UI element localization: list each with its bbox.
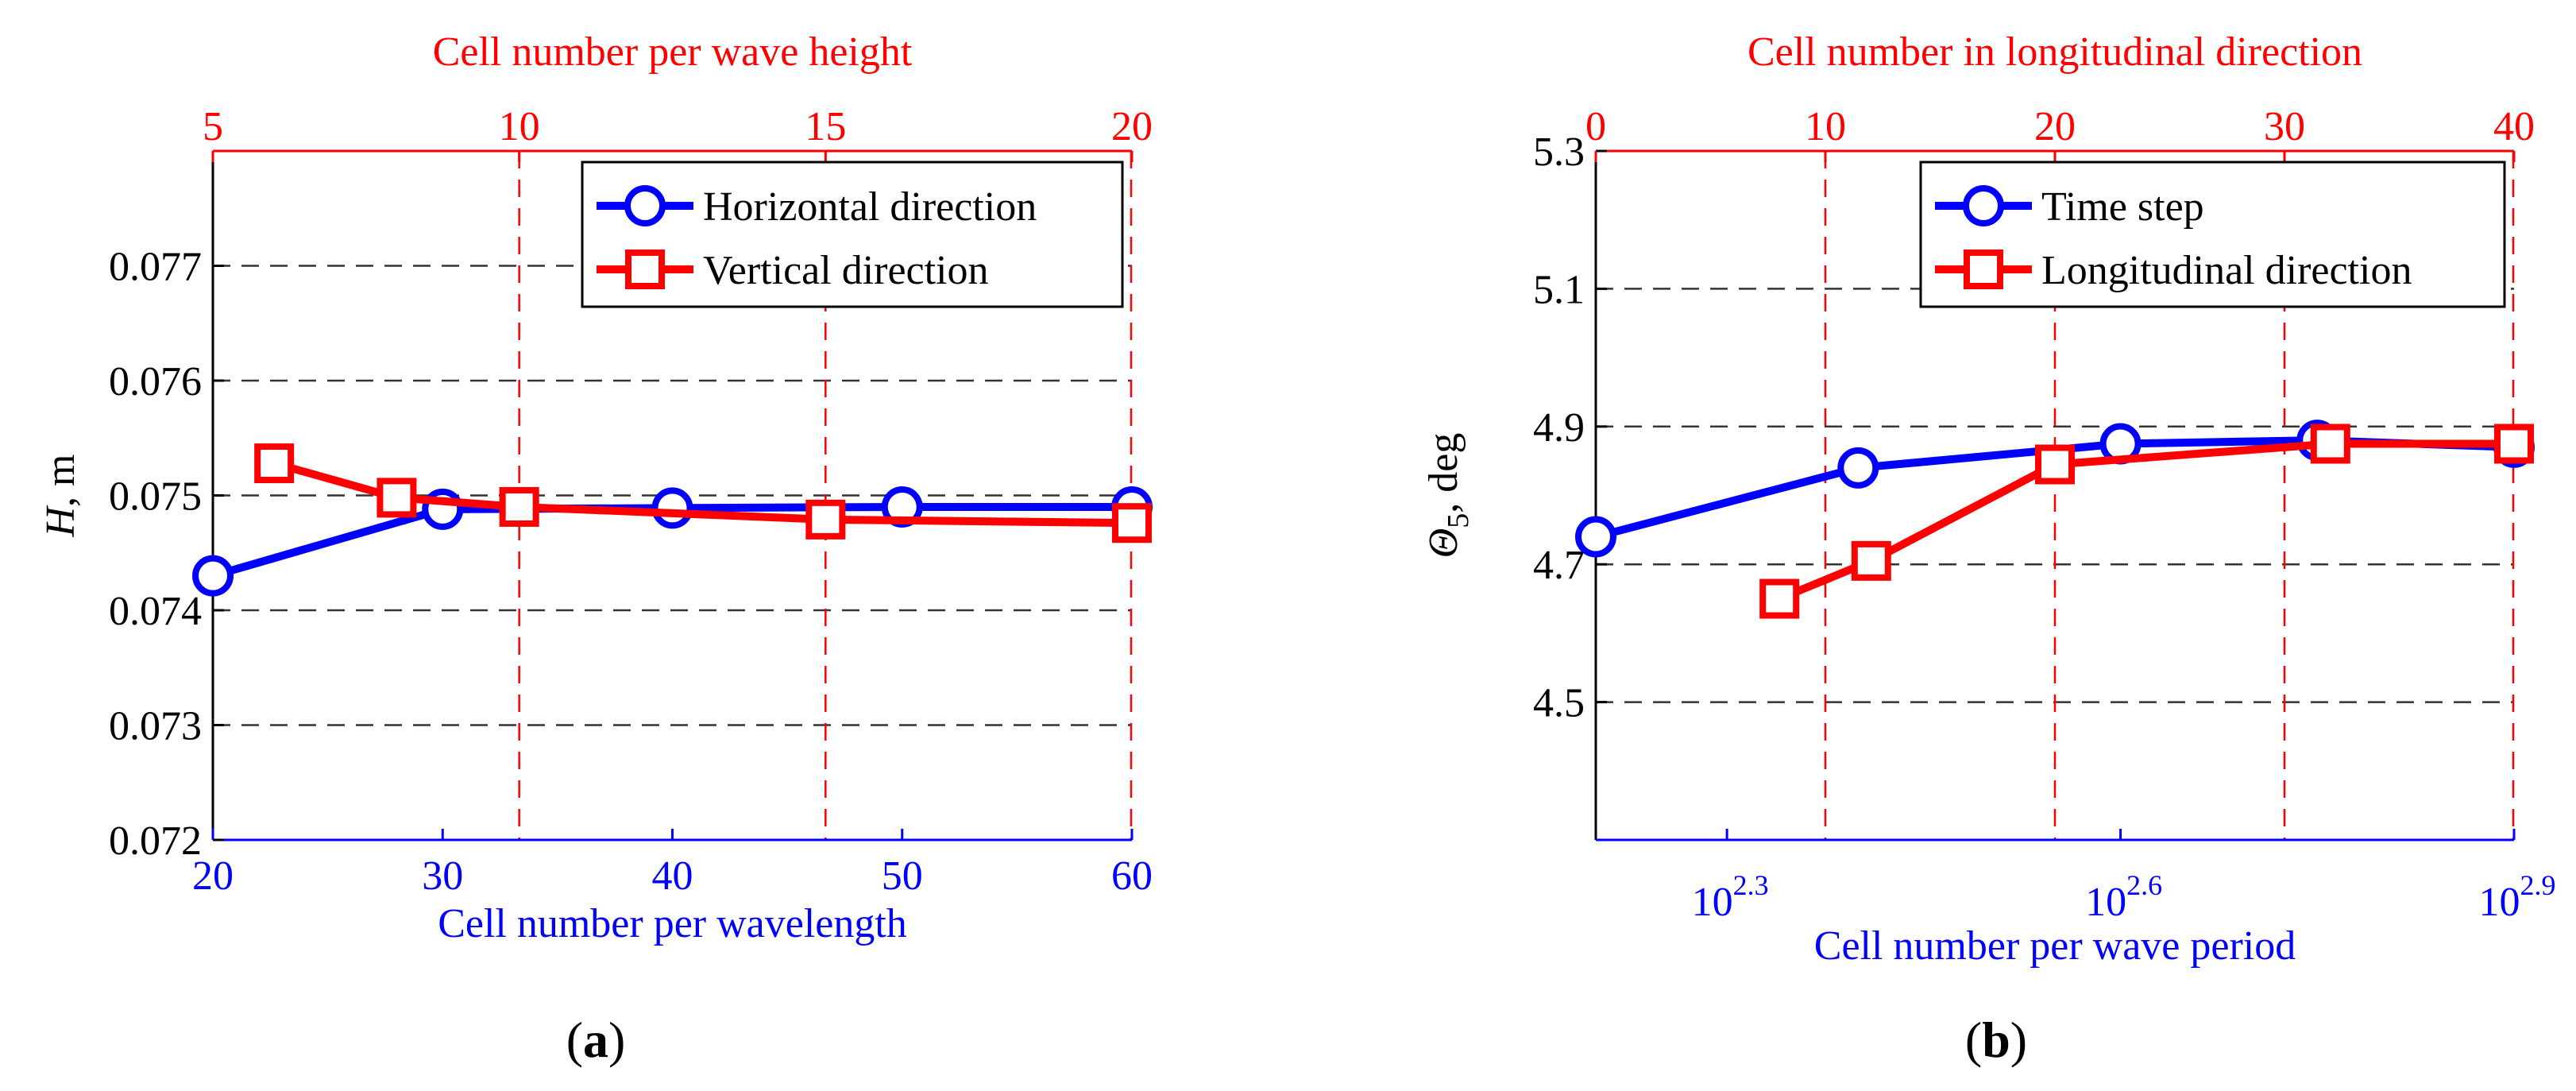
y-tick-label: 0.073 bbox=[109, 704, 202, 749]
legend-square-marker bbox=[625, 250, 665, 289]
bottom-tick-label: 40 bbox=[652, 853, 693, 899]
legend-box bbox=[1919, 161, 2506, 308]
bottom-tick-label: 102.6 bbox=[2085, 869, 2162, 925]
panel-label: (a) bbox=[566, 1012, 626, 1068]
panel-label-open: ( bbox=[1965, 1012, 1982, 1068]
y-tick-label: 4.5 bbox=[1533, 681, 1585, 726]
panel-label-letter: a bbox=[583, 1012, 608, 1068]
legend-label: Horizontal direction bbox=[703, 184, 1037, 230]
data-point-square bbox=[1759, 578, 1800, 619]
y-tick-label: 0.072 bbox=[109, 818, 202, 864]
y-axis-title: Θ5, deg bbox=[1421, 433, 1475, 559]
top-tick-label: 0 bbox=[1585, 104, 1606, 149]
y-tick-label: 0.074 bbox=[109, 589, 202, 634]
y-axis-unit: , deg bbox=[1421, 433, 1466, 513]
chart-panel-a: 0.072 0.073 0.074 0.075 0.076 0.077 20 30 40 50 60… bbox=[38, 29, 1153, 1068]
panel-label-letter: b bbox=[1982, 1012, 2010, 1068]
data-point-circle bbox=[881, 486, 923, 528]
data-point-square bbox=[2494, 424, 2534, 464]
legend-square-marker bbox=[1964, 250, 2003, 289]
tick-base: 10 bbox=[2479, 880, 2520, 925]
tick-exponent: 2.3 bbox=[1733, 869, 1769, 901]
top-axis-title: Cell number per wave height bbox=[433, 29, 913, 75]
y-tick-label: 4.7 bbox=[1533, 543, 1585, 588]
top-tick-label: 15 bbox=[805, 104, 846, 149]
bottom-tick-label: 102.3 bbox=[1692, 869, 1769, 925]
data-point-square bbox=[499, 486, 539, 527]
x-axis-title: Cell number per wavelength bbox=[438, 901, 907, 946]
data-point-square bbox=[377, 478, 417, 518]
y-tick-label: 5.3 bbox=[1533, 130, 1585, 175]
data-point-square bbox=[254, 443, 295, 484]
bottom-tick-label: 30 bbox=[422, 853, 463, 899]
top-tick-label: 10 bbox=[1805, 104, 1846, 149]
bottom-tick-label: 50 bbox=[882, 853, 923, 899]
top-tick-label: 20 bbox=[2034, 104, 2076, 149]
data-point-square bbox=[805, 499, 846, 540]
top-tick-label: 5 bbox=[203, 104, 223, 149]
top-tick-label: 40 bbox=[2493, 104, 2535, 149]
data-point-circle bbox=[1575, 516, 1616, 558]
legend-label: Vertical direction bbox=[703, 248, 989, 293]
legend-box bbox=[581, 161, 1124, 308]
bottom-tick-label: 20 bbox=[192, 853, 234, 899]
legend: Time step Longitudinal direction bbox=[1919, 161, 2506, 308]
data-point-square bbox=[1112, 503, 1152, 544]
bottom-tick-label: 60 bbox=[1111, 853, 1153, 899]
legend-circle-marker bbox=[624, 185, 666, 226]
data-point-square bbox=[1851, 540, 1891, 581]
top-axis-title: Cell number in longitudinal direction bbox=[1748, 29, 2362, 75]
panel-label-close: ) bbox=[608, 1012, 625, 1068]
panel-label-close: ) bbox=[2010, 1012, 2027, 1068]
legend-label: Longitudinal direction bbox=[2041, 248, 2412, 293]
y-axis-symbol: H bbox=[38, 505, 83, 538]
y-axis-symbol: Θ bbox=[1421, 528, 1466, 559]
top-tick-label: 30 bbox=[2264, 104, 2305, 149]
x-axis-title: Cell number per wave period bbox=[1814, 923, 2296, 969]
y-tick-label: 5.1 bbox=[1533, 267, 1585, 312]
y-tick-label: 0.076 bbox=[109, 359, 202, 404]
data-point-circle bbox=[651, 487, 693, 529]
bottom-tick-label: 102.9 bbox=[2479, 869, 2556, 925]
tick-base: 10 bbox=[1692, 880, 1733, 925]
data-point-circle bbox=[192, 555, 234, 597]
data-point-square bbox=[2035, 444, 2075, 485]
y-axis-title: H, m bbox=[38, 454, 83, 537]
panel-label-open: ( bbox=[566, 1012, 583, 1068]
legend: Horizontal direction Vertical direction bbox=[581, 161, 1124, 308]
legend-label: Time step bbox=[2041, 184, 2204, 230]
tick-exponent: 2.6 bbox=[2126, 869, 2162, 901]
top-tick-label: 20 bbox=[1111, 104, 1153, 149]
y-axis-unit: , m bbox=[38, 454, 83, 506]
data-point-square bbox=[2310, 424, 2350, 464]
tick-base: 10 bbox=[2085, 880, 2126, 925]
data-point-circle bbox=[1837, 447, 1879, 489]
legend-circle-marker bbox=[1963, 185, 2004, 226]
y-axis-subscript: 5 bbox=[1442, 513, 1475, 528]
y-tick-label: 0.077 bbox=[109, 245, 202, 290]
y-tick-label: 0.075 bbox=[109, 474, 202, 520]
panel-label: (b) bbox=[1965, 1012, 2027, 1068]
top-tick-label: 10 bbox=[499, 104, 540, 149]
y-tick-label: 4.9 bbox=[1533, 405, 1585, 451]
tick-exponent: 2.9 bbox=[2520, 869, 2556, 901]
